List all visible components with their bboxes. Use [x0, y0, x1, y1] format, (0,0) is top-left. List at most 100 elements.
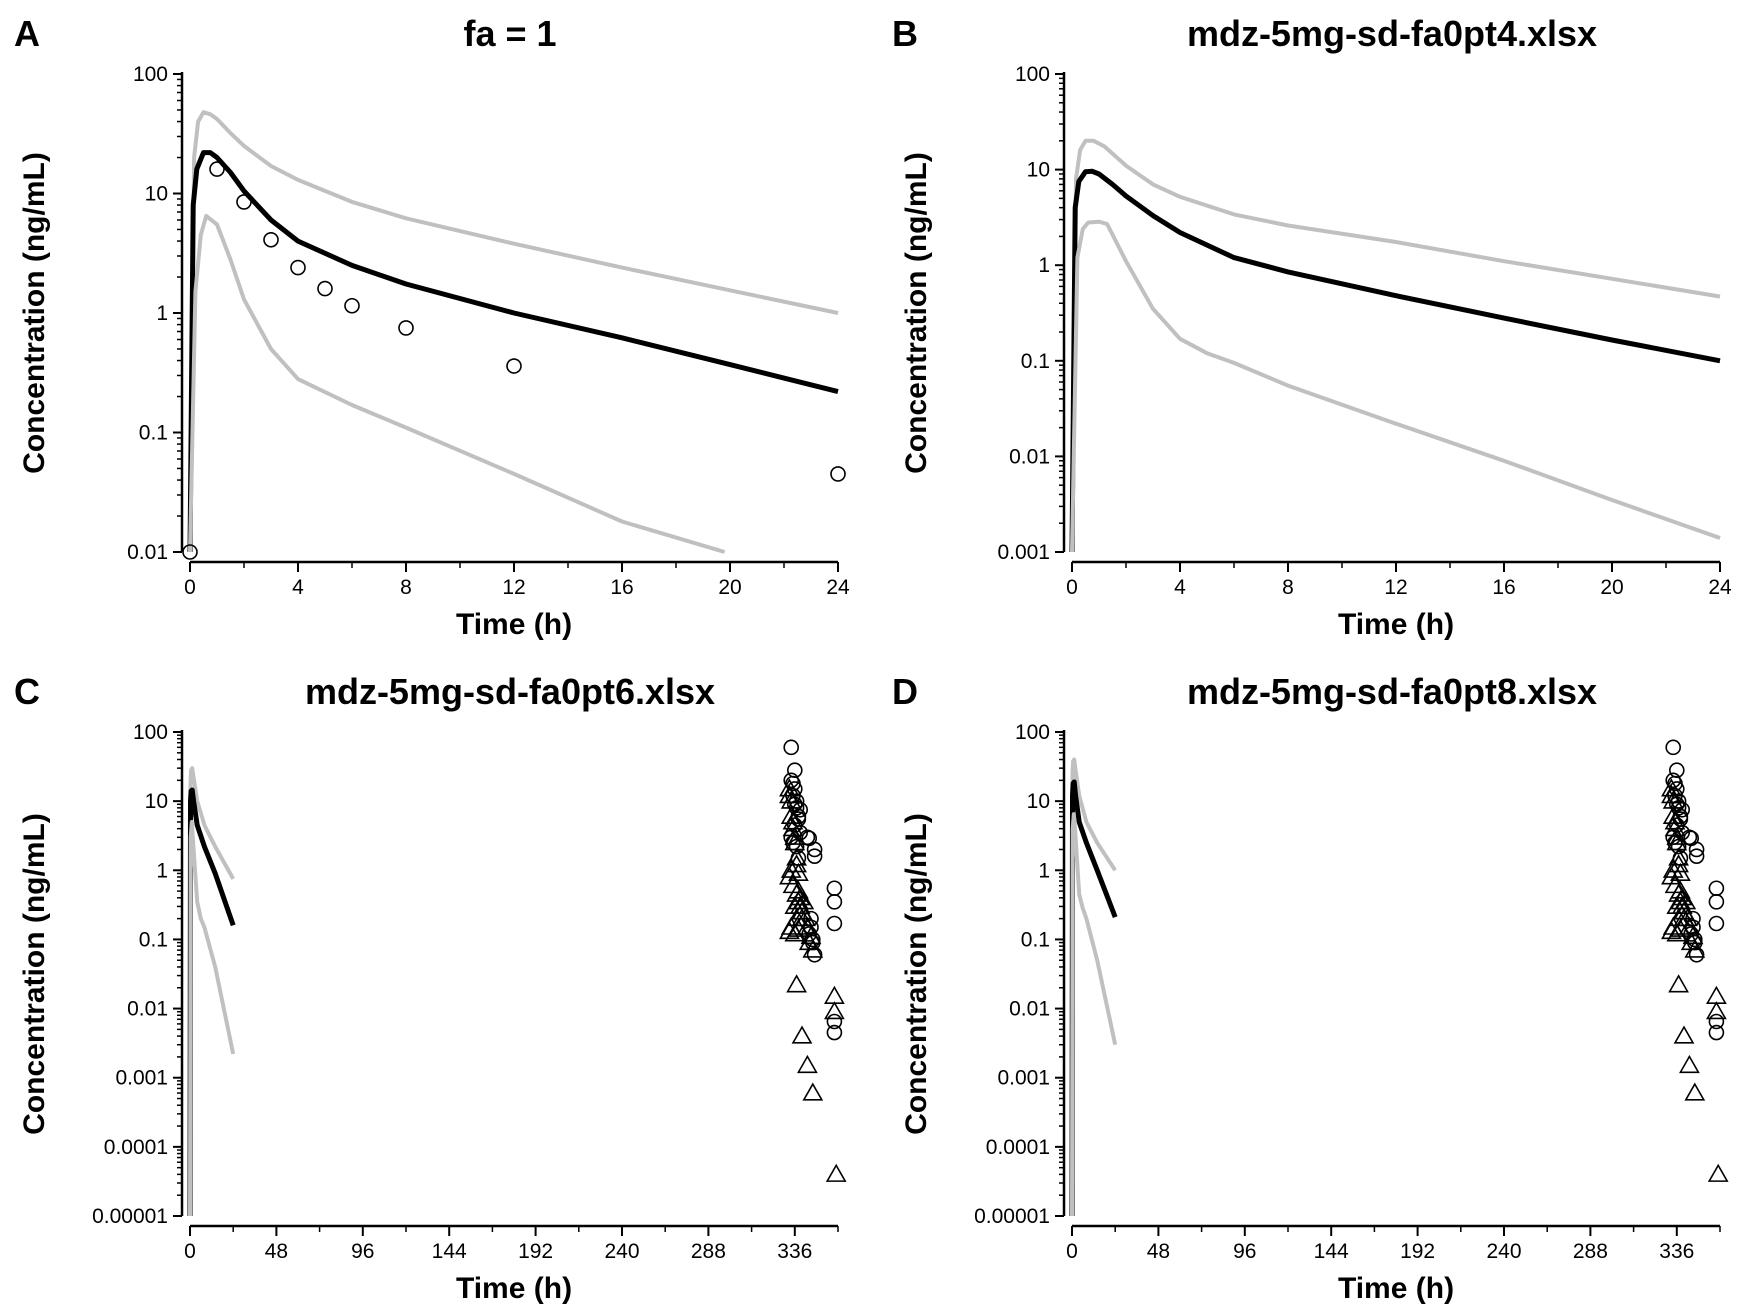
- y-tick-label: 10: [145, 790, 168, 813]
- observed-point-circle: [783, 739, 800, 756]
- observed-point-triangle: [788, 862, 809, 881]
- observed-point-circle: [806, 841, 823, 858]
- observed-point-triangle: [825, 1163, 847, 1182]
- observed-point-triangle: [802, 939, 824, 958]
- observed-point-circle: [830, 466, 846, 482]
- observed-point-circle: [788, 838, 805, 855]
- panel-letter: A: [14, 13, 40, 54]
- lower-percentile-line: [1070, 812, 1118, 1217]
- observed-point-triangle: [780, 859, 802, 878]
- series-group: [1069, 739, 1729, 1217]
- observed-point-triangle: [1662, 859, 1684, 878]
- y-tick-label: 10: [1027, 159, 1050, 182]
- y-tick-label: 0.0001: [986, 1136, 1050, 1159]
- observed-point-triangle: [1675, 891, 1697, 910]
- y-tick-label: 0.01: [1009, 445, 1050, 468]
- median-line: [187, 787, 236, 1217]
- observed-point-circle: [1669, 762, 1685, 779]
- y-tick-label: 0.001: [997, 541, 1050, 564]
- observed-point-circle: [826, 915, 843, 932]
- x-tick-label: 4: [292, 576, 304, 599]
- y-tick-label: 1: [1038, 859, 1050, 882]
- median-line: [1069, 168, 1721, 553]
- observed-point-circle: [182, 544, 198, 560]
- observed-point-circle: [1670, 838, 1687, 855]
- x-axis-title: Time (h): [456, 1272, 572, 1305]
- observed-point-circle: [786, 817, 803, 833]
- observed-point-triangle: [786, 847, 807, 866]
- x-tick-label: 192: [518, 1240, 553, 1263]
- x-tick-label: 4: [1174, 576, 1186, 599]
- series-group: [1069, 138, 1721, 553]
- y-tick-label: 0.00001: [92, 1205, 168, 1228]
- x-tick-label: 20: [718, 576, 741, 599]
- x-axis-title: Time (h): [1338, 608, 1454, 641]
- y-tick-label: 0.01: [1009, 998, 1050, 1021]
- observed-point-circle: [806, 946, 823, 963]
- observed-point-circle: [506, 358, 522, 374]
- observed-point-triangle: [1679, 1054, 1700, 1074]
- observed-point-circle: [1688, 841, 1705, 858]
- observed-point-circle: [1708, 915, 1725, 932]
- x-tick-label: 20: [1600, 576, 1623, 599]
- observed-point-circle: [1708, 880, 1725, 897]
- observed-point-triangle: [1673, 1025, 1695, 1044]
- observed-point-circle: [786, 762, 803, 779]
- x-tick-label: 0: [1066, 1240, 1078, 1263]
- observed-point-circle: [826, 1013, 843, 1030]
- observed-point-circle: [1708, 894, 1725, 910]
- y-tick-label: 100: [133, 721, 168, 744]
- y-tick-label: 0.01: [127, 541, 168, 564]
- upper-percentile-line: [1070, 757, 1117, 1217]
- observed-point-circle: [398, 320, 414, 336]
- x-axis-title: Time (h): [1338, 1272, 1454, 1305]
- observed-point-circle: [1708, 1024, 1725, 1041]
- median-line: [1069, 779, 1118, 1217]
- x-tick-label: 48: [1147, 1240, 1170, 1263]
- lower-percentile-line: [1070, 219, 1721, 553]
- series-group: [187, 739, 847, 1217]
- x-tick-label: 144: [1314, 1240, 1349, 1263]
- x-tick-label: 240: [1486, 1240, 1521, 1263]
- observed-point-triangle: [1668, 847, 1689, 866]
- observed-point-triangle: [1706, 1001, 1727, 1020]
- y-tick-label: 0.1: [1021, 350, 1050, 373]
- observed-point-triangle: [802, 1082, 824, 1101]
- observed-point-triangle: [784, 826, 806, 845]
- observed-point-triangle: [1670, 862, 1691, 881]
- x-tick-label: 144: [432, 1240, 467, 1263]
- observed-point-triangle: [824, 1001, 845, 1020]
- x-tick-label: 336: [777, 1240, 812, 1263]
- y-tick-label: 1: [156, 302, 168, 325]
- y-tick-label: 0.001: [115, 1067, 168, 1090]
- observed-point-circle: [344, 297, 360, 314]
- x-tick-label: 288: [1573, 1240, 1608, 1263]
- observed-point-circle: [290, 259, 306, 276]
- observed-point-triangle: [788, 918, 809, 937]
- observed-point-circle: [1708, 1013, 1725, 1030]
- x-tick-label: 16: [610, 576, 633, 599]
- observed-point-triangle: [1666, 832, 1688, 851]
- observed-point-triangle: [793, 891, 815, 910]
- y-tick-label: 0.1: [139, 422, 168, 445]
- y-tick-label: 10: [145, 183, 168, 206]
- y-tick-label: 1: [1038, 254, 1050, 277]
- panel-title: mdz-5mg-sd-fa0pt4.xlsx: [1187, 13, 1597, 54]
- y-tick-label: 0.1: [139, 928, 168, 951]
- observed-point-triangle: [791, 1025, 813, 1044]
- x-tick-label: 8: [400, 576, 412, 599]
- observed-point-triangle: [1707, 1163, 1729, 1182]
- observed-point-triangle: [1684, 939, 1706, 958]
- x-tick-label: 24: [1708, 576, 1732, 599]
- x-tick-label: 192: [1400, 1240, 1435, 1263]
- y-axis-title: Concentration (ng/mL): [18, 152, 51, 474]
- observed-point-circle: [263, 231, 279, 248]
- x-tick-label: 288: [691, 1240, 726, 1263]
- x-tick-label: 12: [1384, 576, 1407, 599]
- upper-percentile-line: [188, 766, 235, 1217]
- y-tick-label: 10: [1027, 790, 1050, 813]
